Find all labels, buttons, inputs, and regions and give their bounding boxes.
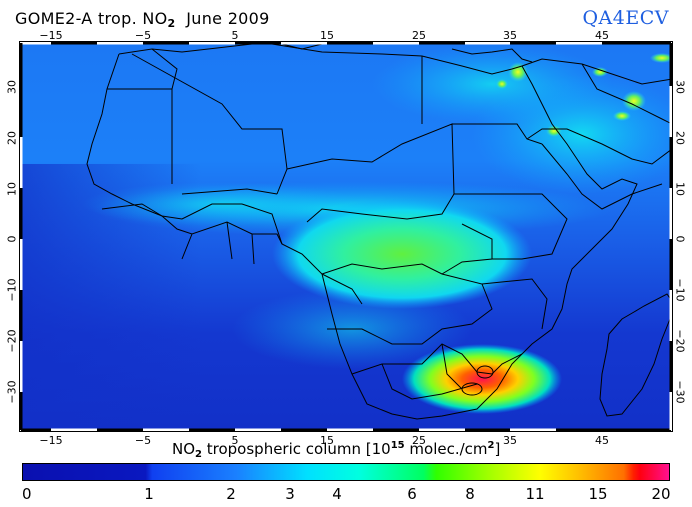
x-tick-label: 25: [412, 434, 426, 447]
y-tick-label: −20: [5, 329, 19, 353]
y-tick-label: −20: [673, 329, 687, 353]
x-tick-label: −5: [134, 434, 152, 447]
colorbar-tick-label: 2: [226, 485, 236, 503]
cb-title-text: ]: [494, 440, 501, 458]
colorbar: [22, 463, 670, 481]
y-tick-label: 20: [673, 131, 687, 145]
brand-label: QA4ECV: [582, 7, 669, 29]
cb-title-sub: 2: [195, 449, 202, 460]
colorbar-tick-label: 20: [651, 485, 671, 503]
cb-title-text: tropospheric column [10: [202, 440, 391, 458]
x-tick-label: 5: [231, 29, 239, 42]
colorbar-title: NO2 tropospheric column [1015 molec./cm2…: [172, 440, 500, 460]
y-tick-label: 30: [5, 80, 19, 94]
y-tick-label: −10: [5, 278, 19, 302]
no2-heatmap: [22, 44, 670, 429]
cb-title-text: NO: [172, 440, 196, 458]
x-tick-label: 45: [595, 29, 609, 42]
y-tick-label: −30: [5, 380, 19, 404]
colorbar-tick-label: 8: [465, 485, 475, 503]
title-text: GOME2-A trop. NO: [15, 9, 168, 28]
cb-title-sup: 2: [487, 440, 495, 451]
x-tick-label: −15: [39, 434, 63, 447]
y-tick-label: 30: [673, 80, 687, 94]
colorbar-tick-label: 11: [525, 485, 545, 503]
x-tick-label: 25: [412, 29, 426, 42]
title-date: June 2009: [175, 9, 270, 28]
map-title: GOME2-A trop. NO2 June 2009: [15, 9, 270, 30]
map-plot-area: [21, 43, 671, 430]
colorbar-tick-label: 3: [285, 485, 295, 503]
y-tick-label: 0: [673, 235, 687, 243]
cb-title-sup: 15: [390, 440, 405, 451]
colorbar-tick-label: 1: [144, 485, 154, 503]
x-tick-label: 45: [595, 434, 609, 447]
x-tick-label: 35: [503, 434, 517, 447]
x-tick-label: 35: [503, 29, 517, 42]
y-tick-label: 10: [673, 182, 687, 196]
y-tick-label: −10: [673, 278, 687, 302]
y-tick-label: −30: [673, 380, 687, 404]
x-tick-label: 5: [231, 434, 239, 447]
y-tick-label: 20: [5, 131, 19, 145]
colorbar-tick-label: 15: [588, 485, 608, 503]
x-tick-label: 15: [320, 434, 334, 447]
x-tick-label: −15: [39, 29, 63, 42]
x-tick-label: −5: [134, 29, 152, 42]
title-subscript: 2: [167, 17, 176, 30]
x-tick-label: 15: [320, 29, 334, 42]
colorbar-tick-label: 4: [332, 485, 342, 503]
y-tick-label: 10: [5, 182, 19, 196]
colorbar-tick-label: 6: [407, 485, 417, 503]
colorbar-tick-label: 0: [22, 485, 32, 503]
y-tick-label: 0: [5, 235, 19, 243]
cb-title-text: molec./cm: [404, 440, 488, 458]
